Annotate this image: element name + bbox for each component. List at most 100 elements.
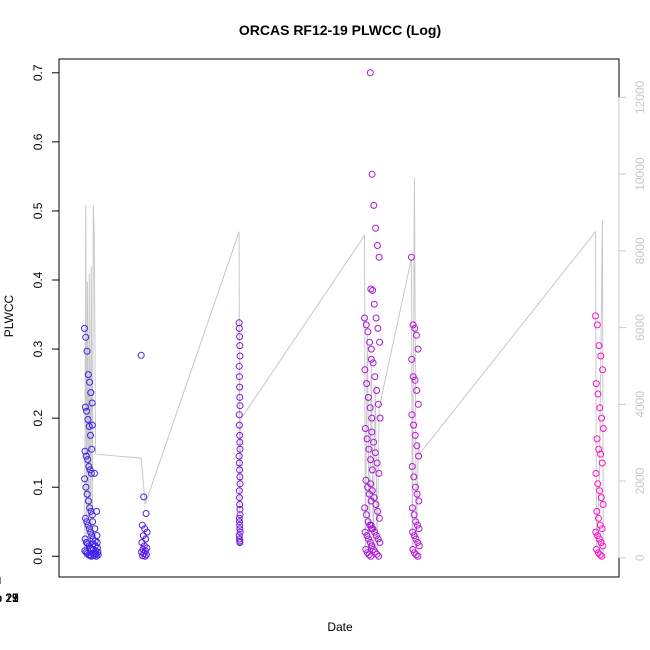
data-point: [142, 535, 150, 543]
data-point: [235, 452, 243, 460]
data-point: [138, 521, 146, 529]
data-point: [91, 542, 99, 550]
y2-tick-label: 0: [633, 554, 647, 561]
data-point: [597, 494, 605, 502]
y-axis-label: PLWCC: [2, 294, 16, 337]
data-point: [93, 507, 101, 515]
data-point: [361, 425, 369, 432]
data-point: [415, 497, 423, 505]
data-point: [368, 542, 376, 550]
data-point: [91, 525, 99, 533]
data-point: [414, 345, 422, 353]
data-point: [91, 469, 98, 477]
data-point: [597, 539, 605, 546]
data-point: [235, 324, 243, 332]
data-point: [598, 525, 606, 533]
data-point: [363, 380, 371, 388]
data-point: [369, 286, 377, 294]
data-point: [592, 380, 600, 388]
data-point: [376, 539, 384, 546]
data-point: [84, 521, 92, 529]
data-point: [596, 521, 604, 529]
data-point: [411, 376, 419, 384]
data-point: [84, 456, 92, 464]
scatter-points: [81, 69, 607, 560]
data-point: [375, 469, 383, 477]
data-point: [413, 521, 421, 529]
data-point: [595, 445, 603, 453]
data-point: [85, 525, 93, 533]
y-tick-label: 0.0: [31, 548, 45, 565]
data-point: [368, 466, 376, 474]
data-point: [365, 445, 373, 453]
data-point: [368, 428, 376, 436]
data-point: [412, 551, 420, 559]
data-point: [367, 552, 375, 560]
data-point: [235, 421, 243, 429]
data-point: [89, 535, 97, 543]
data-point: [84, 371, 92, 379]
data-point: [412, 331, 420, 339]
data-point: [366, 539, 374, 546]
data-point: [236, 539, 244, 546]
data-point: [236, 518, 243, 526]
data-point: [593, 507, 601, 515]
data-point: [374, 400, 382, 408]
data-point: [367, 521, 375, 529]
data-point: [410, 511, 418, 519]
data-point: [236, 333, 244, 341]
data-point: [594, 549, 602, 557]
data-point: [595, 514, 602, 522]
data-point: [596, 404, 604, 412]
data-point: [373, 459, 381, 467]
data-point: [593, 435, 601, 443]
data-point: [598, 459, 606, 467]
data-point: [366, 69, 374, 77]
y2-tick-label: 2000: [633, 467, 647, 494]
data-point: [597, 450, 605, 458]
data-point: [81, 403, 89, 411]
data-point: [87, 528, 95, 536]
data-point: [83, 407, 91, 415]
data-point: [137, 351, 145, 359]
data-point: [599, 501, 607, 508]
y2-tick-label: 8000: [633, 237, 647, 264]
data-point: [369, 525, 377, 533]
data-point: [143, 528, 151, 536]
data-point: [236, 525, 244, 533]
data-point: [595, 342, 603, 350]
data-point: [86, 466, 94, 474]
x-axis: Feb 19Feb 21Feb 23Feb 25Feb 27Feb 29: [0, 577, 19, 605]
y-tick-label: 0.6: [31, 133, 45, 150]
data-point: [361, 528, 369, 536]
data-point: [415, 452, 423, 460]
data-point: [598, 414, 606, 422]
data-point: [365, 535, 373, 543]
data-point: [142, 510, 150, 517]
data-point: [367, 345, 375, 353]
data-point: [371, 373, 379, 381]
data-point: [367, 355, 375, 363]
data-point: [412, 535, 420, 543]
data-point: [92, 552, 100, 560]
data-point: [140, 493, 148, 501]
data-point: [367, 456, 375, 464]
y-axis-right: 0 2000 4000 6000 8000 10000 12000: [618, 80, 647, 561]
data-point: [408, 463, 416, 470]
x-tick-label: Feb 19: [0, 591, 19, 605]
data-point: [415, 525, 423, 533]
data-point: [373, 387, 381, 394]
data-point: [235, 514, 243, 522]
data-point: [367, 285, 375, 293]
data-point: [364, 393, 372, 401]
data-point: [235, 411, 243, 419]
data-point: [366, 404, 374, 412]
data-point: [374, 507, 382, 515]
data-point: [84, 416, 92, 423]
x-axis-label: Date: [327, 620, 353, 634]
y2-tick-label: 6000: [633, 314, 647, 341]
data-point: [236, 431, 244, 439]
data-point: [370, 494, 378, 502]
data-point: [595, 535, 603, 543]
data-point: [414, 539, 422, 546]
